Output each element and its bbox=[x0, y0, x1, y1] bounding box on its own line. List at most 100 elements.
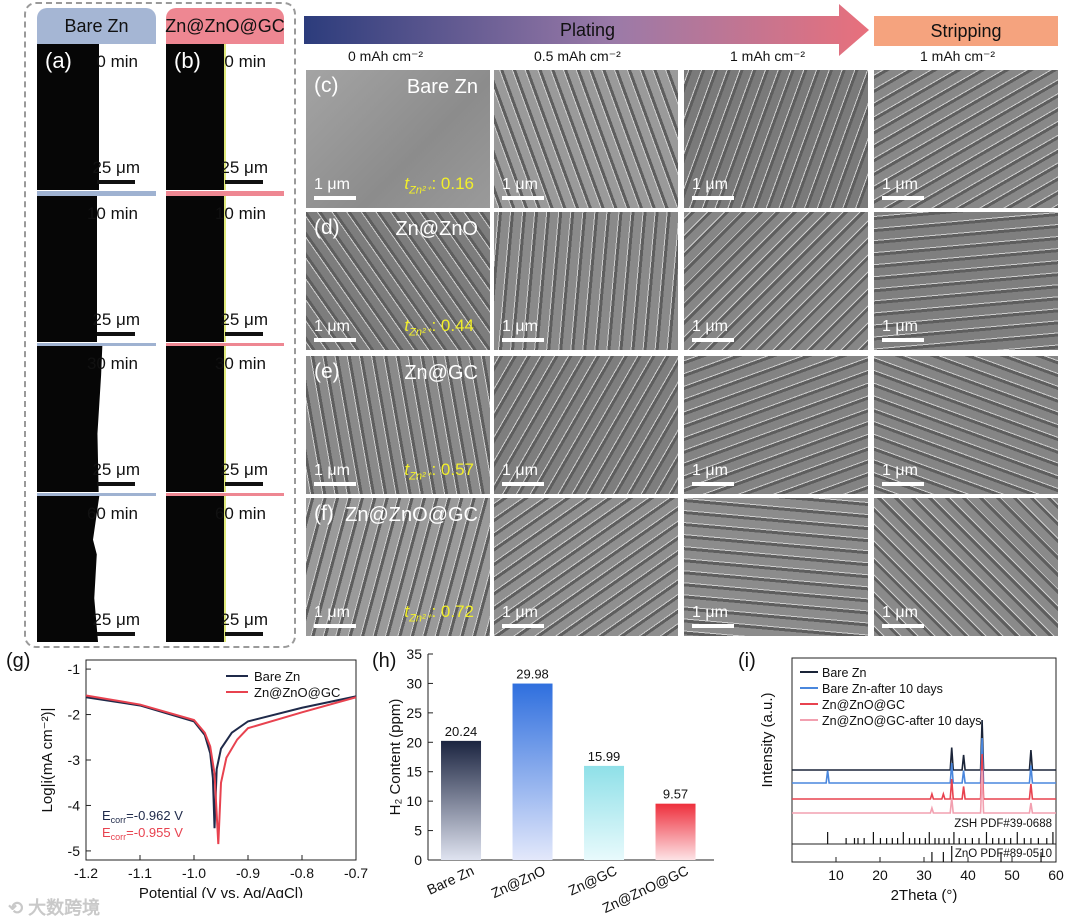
col-header-0: 0 mAh cm⁻² bbox=[348, 48, 424, 64]
scale-bar: 1 μm bbox=[502, 176, 544, 200]
time-label: 30 min bbox=[214, 354, 266, 373]
legend-label-3: Zn@ZnO@GC-after 10 days bbox=[822, 714, 981, 728]
panel-label-h: (h) bbox=[372, 650, 397, 672]
sem-image-0-2: 1 μm bbox=[684, 70, 868, 208]
scale-bar-text: 1 μm bbox=[314, 318, 350, 335]
scale-bar-text: 1 μm bbox=[882, 604, 918, 621]
legend-label-1: Bare Zn-after 10 days bbox=[822, 682, 943, 696]
x-tick-label: 40 bbox=[960, 867, 976, 883]
y-tick-label: 15 bbox=[406, 764, 422, 780]
y-axis-label: Log|i(mA cm⁻²)| bbox=[39, 708, 56, 813]
scale-bar: 1 μm bbox=[692, 176, 734, 200]
bar-value-label-1: 29.98 bbox=[516, 667, 549, 682]
scale-bar: 1 μm bbox=[314, 176, 356, 200]
time-label: 0 min bbox=[96, 52, 138, 71]
sem-row-label: (f) bbox=[314, 502, 334, 525]
y-axis-label: Intensity (a.u.) bbox=[759, 692, 776, 787]
optical-panel-frame bbox=[24, 2, 296, 648]
ecorr-value: =-0.955 V bbox=[126, 825, 183, 840]
time-label: 10 min bbox=[214, 204, 266, 223]
scale-bar: 1 μm bbox=[692, 462, 734, 486]
scale-bar-text: 25 μm bbox=[92, 310, 140, 329]
transference-number: tZn²⁺: 0.57 bbox=[404, 460, 474, 482]
optical-image-bare-0: (a) 0 min 25 μm bbox=[37, 44, 156, 190]
x-tick-label: -0.9 bbox=[236, 865, 260, 881]
transference-number: tZn²⁺: 0.72 bbox=[404, 602, 474, 624]
time-label: 10 min bbox=[86, 204, 138, 223]
xrd-pattern-0 bbox=[792, 719, 1056, 771]
scale-bar: 25 μm bbox=[220, 310, 268, 336]
tab-bare-zn: Bare Zn bbox=[37, 8, 156, 44]
row-separator bbox=[166, 191, 284, 196]
sem-image-2-0: (e) Zn@GC tZn²⁺: 0.57 1 μm bbox=[306, 356, 490, 494]
y-tick-label: 10 bbox=[406, 793, 422, 809]
sem-image-2-1: 1 μm bbox=[494, 356, 678, 494]
bar-2 bbox=[584, 765, 625, 860]
t-subscript: Zn²⁺ bbox=[409, 612, 432, 624]
plating-arrow bbox=[304, 4, 869, 56]
optical-image-bare-3: 60 min 25 μm bbox=[37, 496, 156, 642]
ecorr-annotation-0: Ecorr=-0.962 V bbox=[102, 808, 183, 825]
y-tick-label: -1 bbox=[68, 661, 81, 677]
x-tick-label: 10 bbox=[828, 867, 844, 883]
tafel-chart: -1.2 -1.1 -1.0 -0.9 -0.8 -0.7 -1 -2 -3 -4 -5 Potent… bbox=[39, 659, 368, 898]
t-subscript: Zn²⁺ bbox=[409, 326, 432, 338]
scale-bar: 1 μm bbox=[882, 176, 924, 200]
scale-bar: 25 μm bbox=[92, 310, 140, 336]
optical-image-bare-1: 10 min 25 μm bbox=[37, 196, 156, 342]
y-tick-label: 5 bbox=[414, 823, 422, 839]
scale-bar-text: 1 μm bbox=[314, 604, 350, 621]
h2-bar-chart: 0 5 10 15 20 25 30 35 H₂ Content (ppm) 20.24 Bare … bbox=[387, 648, 714, 916]
scale-bar-text: 1 μm bbox=[692, 176, 728, 193]
scale-bar-text: 1 μm bbox=[502, 604, 538, 621]
watermark-text: 大数跨境 bbox=[28, 898, 101, 918]
t-value: : 0.44 bbox=[431, 315, 474, 335]
t-symbol: t bbox=[404, 601, 410, 621]
ecorr-subscript: corr bbox=[111, 815, 127, 825]
scale-bar: 25 μm bbox=[92, 460, 140, 486]
bar-value-label-3: 9.57 bbox=[663, 787, 688, 802]
xrd-pattern-2 bbox=[792, 753, 1056, 800]
sem-image-2-3: 1 μm bbox=[874, 356, 1058, 494]
scale-bar: 1 μm bbox=[314, 462, 356, 486]
legend-label-2: Zn@ZnO@GC bbox=[822, 698, 905, 712]
sem-image-3-2: 1 μm bbox=[684, 498, 868, 636]
y-tick-label: -5 bbox=[68, 843, 81, 859]
optical-image-coated-2: 30 min 25 μm bbox=[166, 346, 284, 492]
x-axis-label: Potential (V vs. Ag/AgCl) bbox=[139, 885, 303, 898]
sem-image-1-0: (d) Zn@ZnO tZn²⁺: 0.44 1 μm bbox=[306, 212, 490, 350]
bar-3 bbox=[655, 803, 696, 860]
t-symbol: t bbox=[404, 173, 410, 193]
scale-bar-text: 25 μm bbox=[220, 158, 268, 177]
time-label: 30 min bbox=[86, 354, 138, 373]
legend-label-0: Bare Zn bbox=[254, 669, 300, 684]
scale-bar: 1 μm bbox=[314, 604, 356, 628]
time-label: 0 min bbox=[224, 52, 266, 71]
sem-sample-name: Zn@ZnO bbox=[395, 218, 478, 240]
t-subscript: Zn²⁺ bbox=[409, 184, 432, 196]
panel-label-a: (a) bbox=[45, 48, 72, 73]
plating-label: Plating bbox=[560, 20, 616, 40]
scale-bar: 1 μm bbox=[882, 604, 924, 628]
xrd-chart: 10 20 30 40 50 60 2Theta (°) Intensity (a.u.) Ba… bbox=[759, 657, 1064, 904]
t-symbol: t bbox=[404, 459, 410, 479]
scale-bar-text: 1 μm bbox=[882, 462, 918, 479]
sem-sample-name: Zn@GC bbox=[404, 362, 478, 384]
y-axis-label: H₂ Content (ppm) bbox=[387, 699, 404, 816]
ecorr-symbol: E bbox=[102, 808, 111, 823]
t-subscript: Zn²⁺ bbox=[409, 470, 432, 482]
col-header-2: 1 mAh cm⁻² bbox=[730, 48, 806, 64]
x-category-label-0: Bare Zn bbox=[424, 862, 476, 898]
ecorr-symbol: E bbox=[102, 825, 111, 840]
sem-image-3-3: 1 μm bbox=[874, 498, 1058, 636]
scale-bar-text: 25 μm bbox=[92, 158, 140, 177]
scale-bar: 1 μm bbox=[502, 462, 544, 486]
sem-image-2-2: 1 μm bbox=[684, 356, 868, 494]
y-tick-label: 35 bbox=[406, 648, 422, 662]
ecorr-value: =-0.962 V bbox=[126, 808, 183, 823]
scale-bar-text: 1 μm bbox=[502, 462, 538, 479]
scale-bar-text: 1 μm bbox=[882, 318, 918, 335]
scale-bar-text: 1 μm bbox=[692, 462, 728, 479]
sem-image-1-3: 1 μm bbox=[874, 212, 1058, 350]
t-symbol: t bbox=[404, 315, 410, 335]
